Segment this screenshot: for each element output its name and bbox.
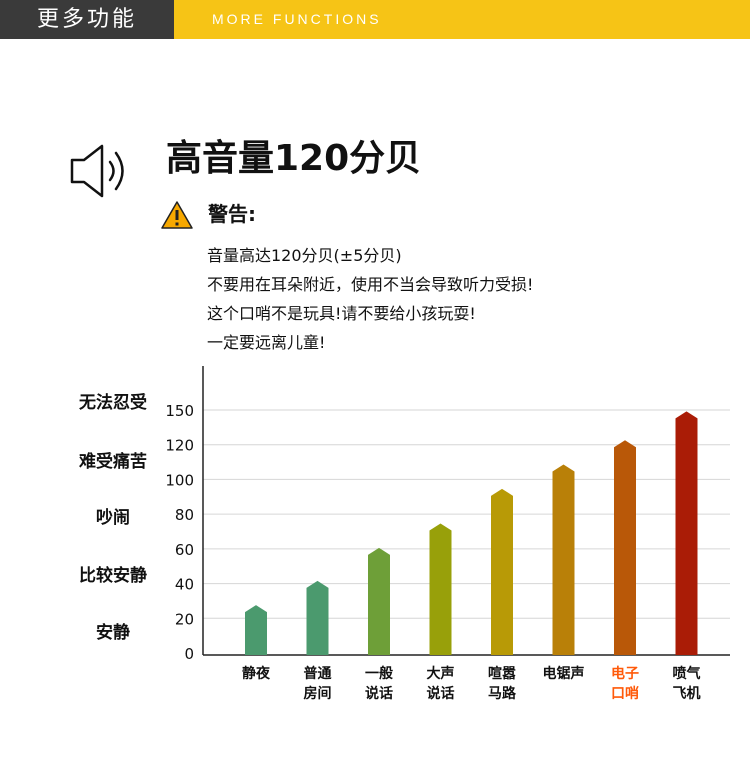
bar: [368, 547, 390, 655]
header-cn-title: 更多功能: [0, 0, 174, 39]
bar: [245, 605, 267, 655]
bar: [614, 440, 636, 655]
warning-line: 这个口哨不是玩具!请不要给小孩玩耍!: [207, 304, 476, 323]
feature-title: 高音量120分贝: [166, 138, 422, 179]
y-tick-label: 120: [165, 437, 194, 455]
x-tick-label: 一般: [365, 665, 393, 682]
level-label: 比较安静: [79, 566, 147, 586]
bar: [429, 523, 452, 655]
level-label: 无法忍受: [79, 393, 147, 413]
x-tick-label: 电锯声: [543, 665, 585, 682]
y-tick-label: 20: [175, 610, 194, 628]
y-tick-label: 60: [175, 541, 194, 559]
x-tick-label: 马路: [488, 685, 517, 702]
bar: [306, 580, 329, 655]
warning-title: 警告:: [208, 202, 256, 226]
x-tick-label: 普通: [304, 665, 332, 682]
x-tick-label: 说话: [365, 685, 393, 702]
x-tick-label: 房间: [304, 685, 332, 702]
level-label: 难受痛苦: [79, 452, 147, 472]
warning-notes: 音量高达120分贝(±5分贝) 不要用在耳朵附近，使用不当会导致听力受损! 这个…: [207, 241, 533, 357]
x-tick-label: 说话: [427, 685, 455, 702]
header-bar: 更多功能 MORE FUNCTIONS: [0, 0, 750, 39]
x-tick-label: 电子: [611, 665, 639, 682]
y-tick-label: 0: [184, 645, 194, 663]
x-tick-label: 飞机: [673, 685, 701, 702]
header-en-title: MORE FUNCTIONS: [212, 11, 382, 27]
y-tick-label: 40: [175, 576, 194, 594]
speaker-icon: [70, 144, 124, 198]
x-tick-label: 大声: [427, 665, 455, 682]
bar: [675, 411, 698, 655]
warning-line: 一定要远离儿童!: [207, 333, 326, 352]
x-tick-label: 喷气: [673, 665, 701, 682]
level-label: 安静: [96, 623, 130, 643]
bar: [552, 464, 575, 655]
bar: [491, 488, 513, 655]
x-tick-label: 喧嚣: [488, 665, 516, 682]
y-tick-label: 100: [165, 471, 194, 489]
x-tick-label: 口哨: [611, 685, 639, 702]
x-tick-label: 静夜: [242, 665, 271, 682]
y-tick-label: 80: [175, 506, 194, 524]
level-label: 吵闹: [96, 508, 130, 528]
y-tick-label: 150: [165, 402, 194, 420]
warning-line: 音量高达120分贝(±5分贝): [207, 246, 402, 265]
warning-line: 不要用在耳朵附近，使用不当会导致听力受损!: [207, 275, 534, 294]
warning-triangle-icon: [161, 201, 193, 229]
